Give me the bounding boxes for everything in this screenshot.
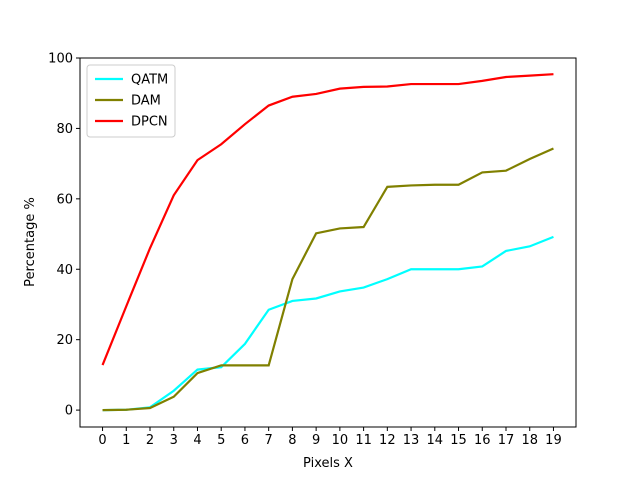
legend-label: QATM [131, 73, 168, 88]
y-axis-label: Percentage % [23, 197, 38, 287]
y-tick-label: 60 [56, 192, 73, 207]
x-tick-label: 5 [217, 433, 225, 448]
x-tick-label: 10 [332, 433, 349, 448]
x-tick-label: 4 [193, 433, 201, 448]
x-tick-label: 18 [521, 433, 538, 448]
x-tick-label: 19 [545, 433, 562, 448]
x-tick-label: 15 [450, 433, 467, 448]
x-tick-label: 0 [98, 433, 106, 448]
y-tick-label: 0 [65, 404, 73, 419]
x-tick-label: 16 [474, 433, 491, 448]
line-series [102, 147, 554, 412]
x-tick-label: 17 [498, 433, 515, 448]
x-tick-label: 11 [355, 433, 372, 448]
x-tick-label: 9 [312, 433, 320, 448]
legend-label: DPCN [131, 115, 168, 130]
x-axis-label: Pixels X [303, 456, 353, 471]
y-tick-label: 100 [48, 52, 73, 67]
x-tick-label: 2 [146, 433, 154, 448]
line-series [101, 73, 554, 366]
x-tick-label: 3 [170, 433, 178, 448]
x-tick-label: 6 [241, 433, 249, 448]
y-tick-label: 80 [56, 122, 73, 137]
legend-label: DAM [131, 94, 161, 109]
x-tick-label: 1 [122, 433, 130, 448]
line-series [102, 235, 554, 412]
legend-box [86, 64, 176, 138]
x-tick-label: 12 [379, 433, 396, 448]
x-tick-label: 8 [288, 433, 296, 448]
x-tick-label: 14 [427, 433, 444, 448]
x-tick-label: 7 [265, 433, 273, 448]
y-tick-label: 20 [56, 333, 73, 348]
axes-frame [79, 57, 577, 428]
x-tick-label: 13 [403, 433, 420, 448]
y-tick-label: 40 [56, 263, 73, 278]
